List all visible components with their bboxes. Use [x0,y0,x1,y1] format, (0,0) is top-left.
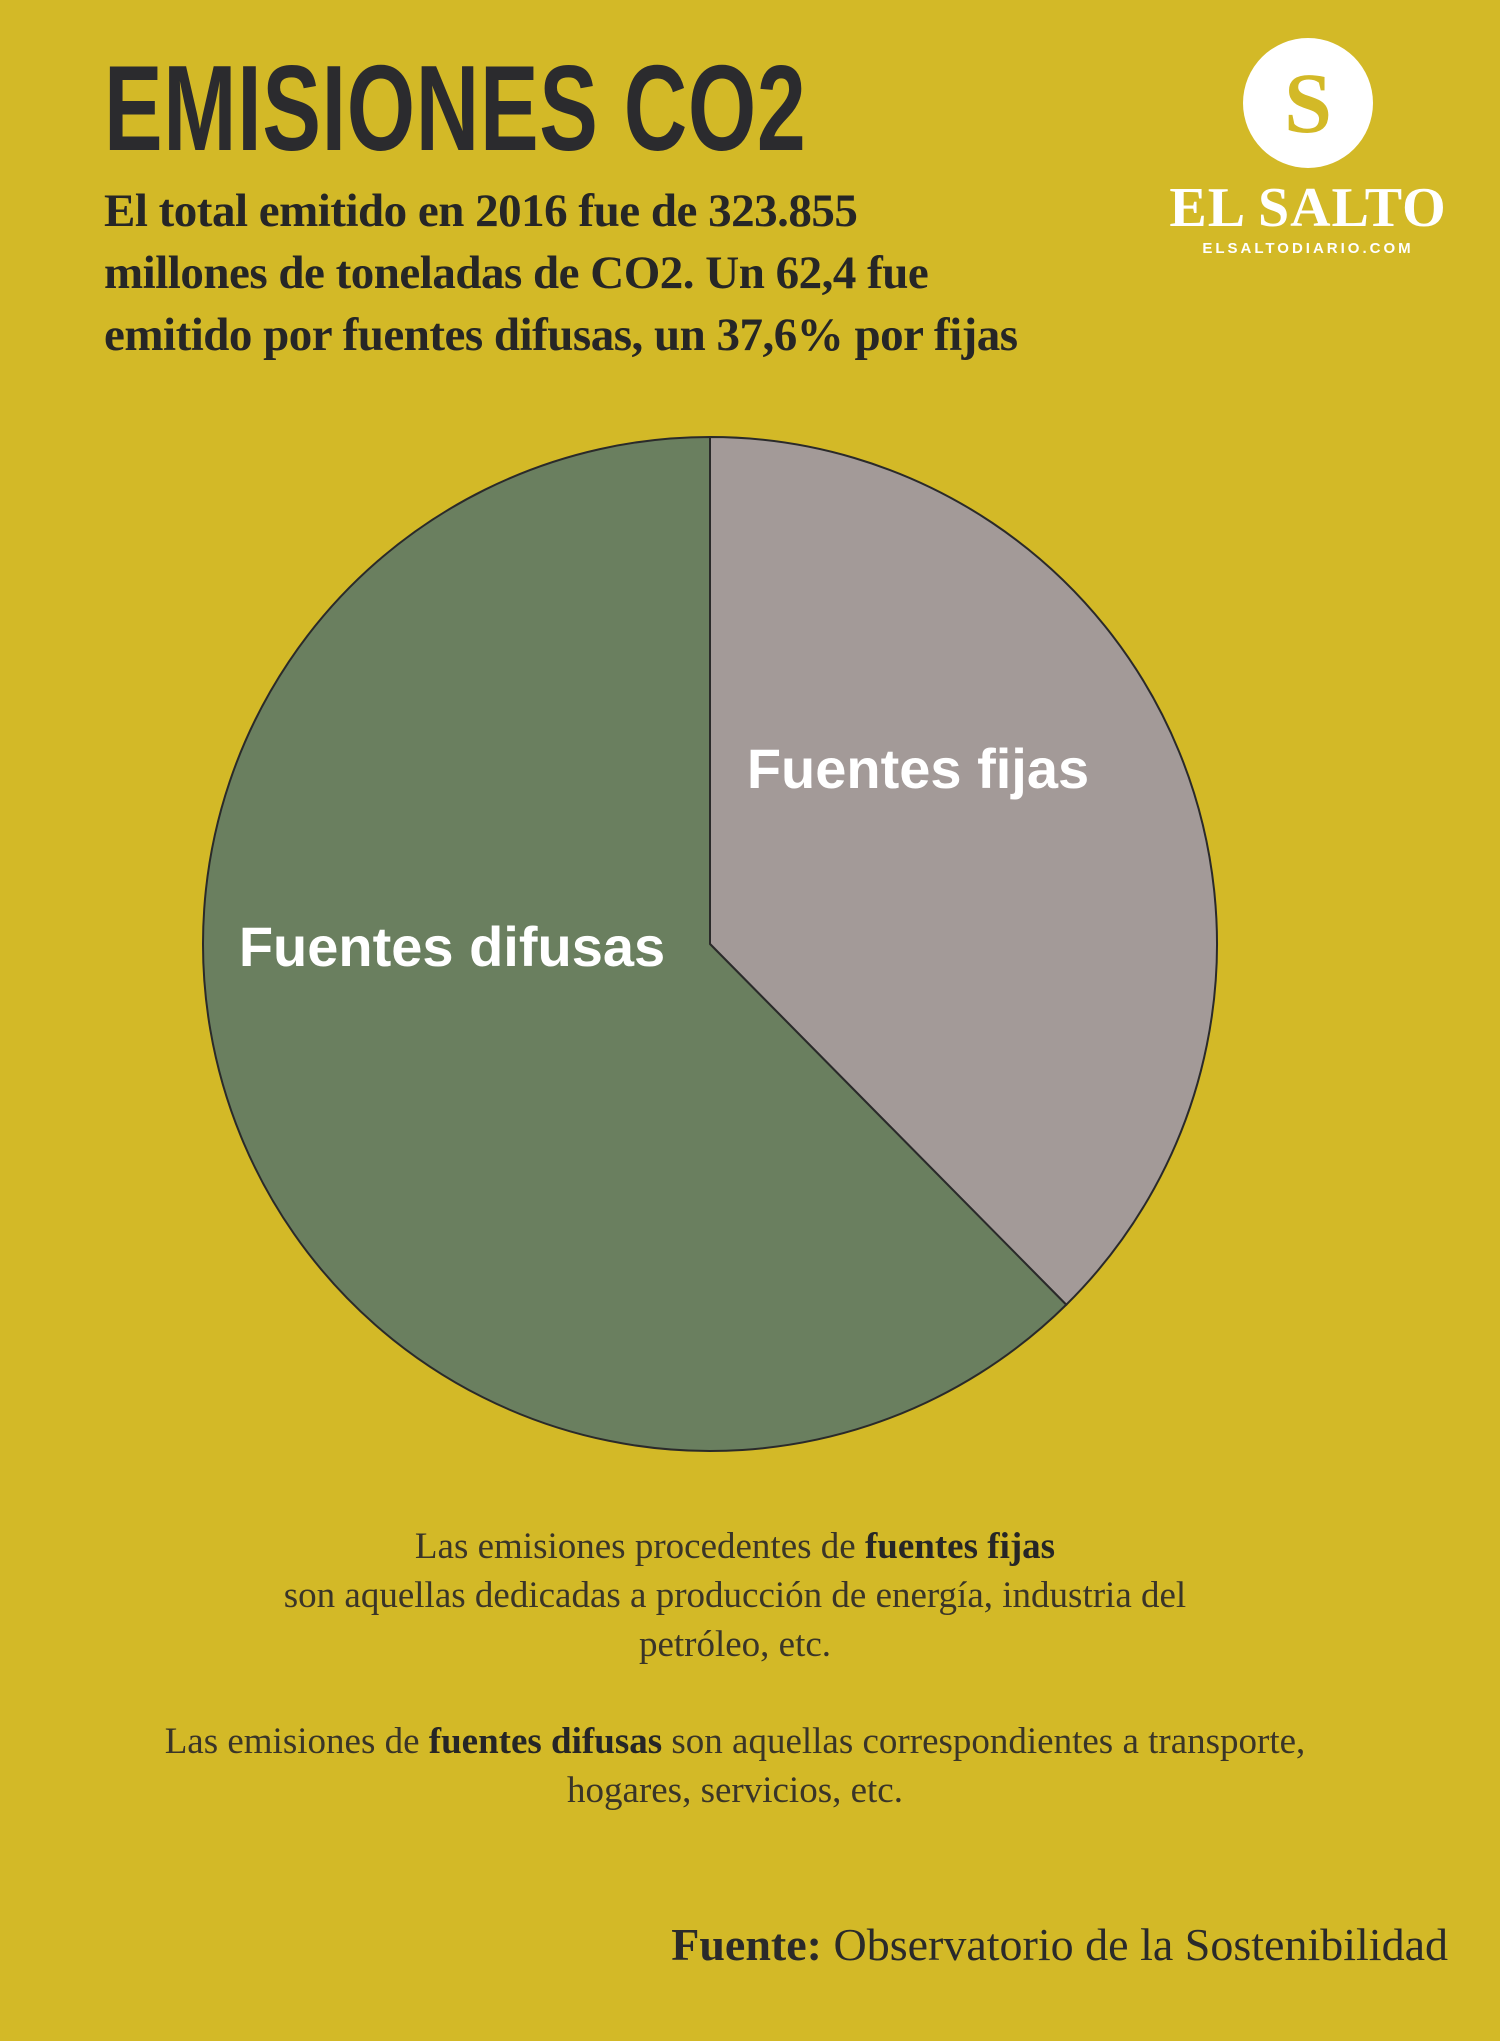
note-text: son aquellas correspondientes a transpor… [567,1721,1306,1811]
el-salto-logo: S EL SALTO ELSALTODIARIO.COM [1168,38,1448,257]
note-difusas: Las emisiones de fuentes difusas son aqu… [135,1717,1335,1815]
slice-label-fijas: Fuentes fijas [747,737,1089,800]
source-text: Observatorio de la Sostenibilidad [822,1919,1449,1970]
chart-subtitle: El total emitido en 2016 fue de 323.855 … [104,180,1254,366]
subtitle-line: millones de toneladas de CO2. Un 62,4 fu… [104,247,929,299]
pie-chart: Fuentes fijas Fuentes difusas [202,435,1218,1452]
slice-label-difusas: Fuentes difusas [239,915,665,978]
note-text: son aquellas dedicadas a producción de e… [283,1575,1187,1665]
logo-url: ELSALTODIARIO.COM [1202,240,1414,257]
logo-letter: S [1284,55,1332,151]
source-credit: Fuente: Observatorio de la Sostenibilida… [671,1918,1448,1971]
source-label: Fuente: [671,1919,822,1970]
logo-circle-icon: S [1243,38,1373,168]
pie-slice-fuentes-fijas [709,435,1218,1307]
note-text: Las emisiones de [164,1721,429,1762]
subtitle-line: El total emitido en 2016 fue de 323.855 [104,185,858,237]
note-bold: fuentes fijas [864,1526,1056,1567]
subtitle-line: emitido por fuentes difusas, un 37,6% po… [104,309,1018,361]
chart-title: EMISIONES CO2 [104,40,807,176]
pie-slice-fuentes-difusas [202,435,1068,1452]
note-bold: fuentes difusas [428,1721,663,1762]
note-fijas: Las emisiones procedentes de fuentes fij… [135,1522,1335,1669]
logo-name: EL SALTO [1169,177,1447,239]
note-text: Las emisiones procedentes de [414,1526,865,1567]
notes: Las emisiones procedentes de fuentes fij… [135,1522,1335,1863]
